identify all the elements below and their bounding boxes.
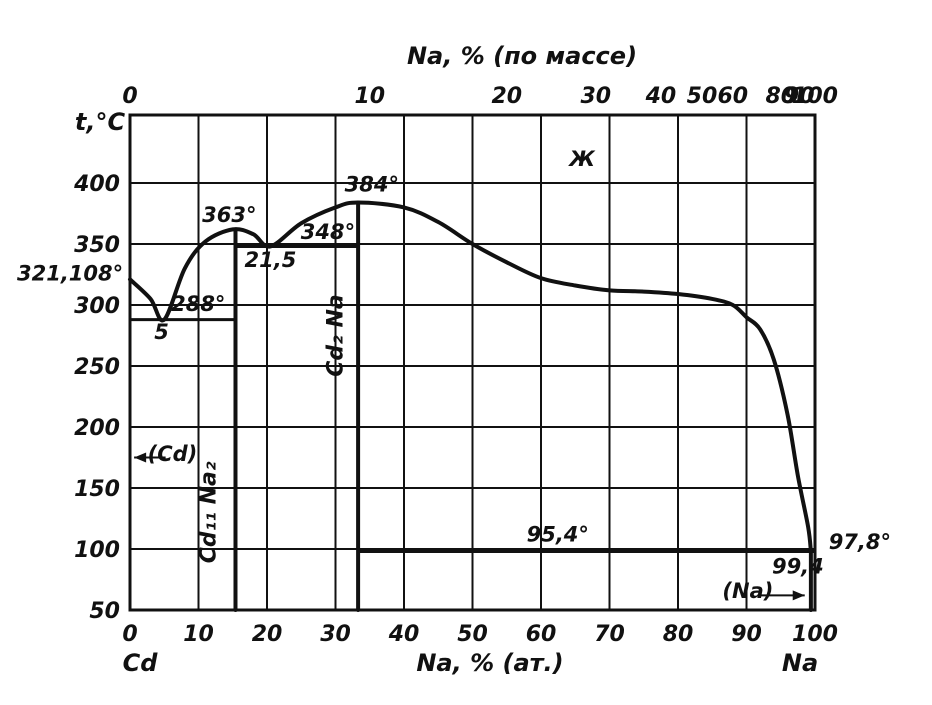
top-axis-title: Na, % (по массе) — [407, 42, 637, 70]
annotation-label: 288° — [171, 292, 225, 316]
y-tick-label: 50 — [89, 599, 120, 624]
annotation-label: 5 — [154, 320, 169, 344]
arrow-head — [792, 590, 805, 601]
x-tick-label: 10 — [183, 622, 214, 647]
y-tick-label: 100 — [74, 538, 120, 563]
top-tick-label: 50 — [687, 84, 718, 109]
y-axis-label: t,°C — [75, 108, 126, 136]
x-tick-label: 40 — [388, 622, 420, 647]
text-layer: Na, % (по массе) t,°C Na, % (ат.) Cd Na … — [17, 42, 891, 677]
top-tick-label: 60 — [717, 84, 748, 109]
top-tick-label: 80 — [765, 84, 796, 109]
liquidus-curve — [128, 200, 813, 554]
x-tick-label: 70 — [594, 622, 625, 647]
phase-lines-layer — [128, 200, 815, 612]
x-axis-title: Na, % (ат.) — [416, 649, 563, 677]
x-tick-label: 0 — [122, 622, 137, 647]
annotation-label: 348° — [301, 220, 355, 244]
top-tick-label: 30 — [580, 84, 611, 109]
x-tick-label: 30 — [320, 622, 351, 647]
annotation-label: 384° — [345, 173, 399, 197]
x-tick-label: 90 — [731, 622, 762, 647]
y-tick-label: 150 — [74, 477, 120, 502]
y-tick-label: 400 — [73, 172, 120, 197]
x-left-component: Cd — [123, 649, 159, 677]
x-tick-label: 100 — [792, 622, 838, 647]
top-tick-label: 0 — [122, 84, 137, 109]
y-tick-label: 300 — [74, 294, 120, 319]
x-tick-label: 80 — [663, 622, 694, 647]
x-tick-label: 20 — [252, 622, 283, 647]
y-tick-label: 200 — [74, 416, 120, 441]
top-tick-label: 20 — [491, 84, 522, 109]
arrow-head — [134, 452, 147, 463]
phase-label: Cd₂ Na — [323, 294, 348, 376]
top-tick-label: 40 — [645, 84, 677, 109]
annotation-label: 99,4 — [772, 554, 824, 578]
top-tick-label: 100 — [792, 84, 838, 109]
annotation-label: Ж — [567, 147, 596, 171]
x-tick-label: 50 — [457, 622, 488, 647]
annotation-label: 321,108° — [17, 262, 123, 286]
grid-layer — [128, 113, 817, 612]
annotation-label: 97,8° — [829, 530, 891, 554]
annotation-label: (Cd) — [148, 442, 198, 466]
annotation-label: (Na) — [722, 579, 773, 603]
y-tick-label: 250 — [74, 355, 120, 380]
top-tick-label: 90 — [784, 84, 815, 109]
annotation-label: 363° — [202, 203, 256, 227]
y-tick-label: 350 — [74, 233, 120, 258]
top-tick-label: 10 — [354, 84, 385, 109]
annotation-label: 95,4° — [527, 523, 589, 547]
phase-label: Cd₁₁ Na₂ — [197, 461, 222, 563]
x-right-component: Na — [782, 649, 818, 677]
annotation-label: 21,5 — [245, 248, 297, 272]
x-tick-label: 60 — [526, 622, 557, 647]
